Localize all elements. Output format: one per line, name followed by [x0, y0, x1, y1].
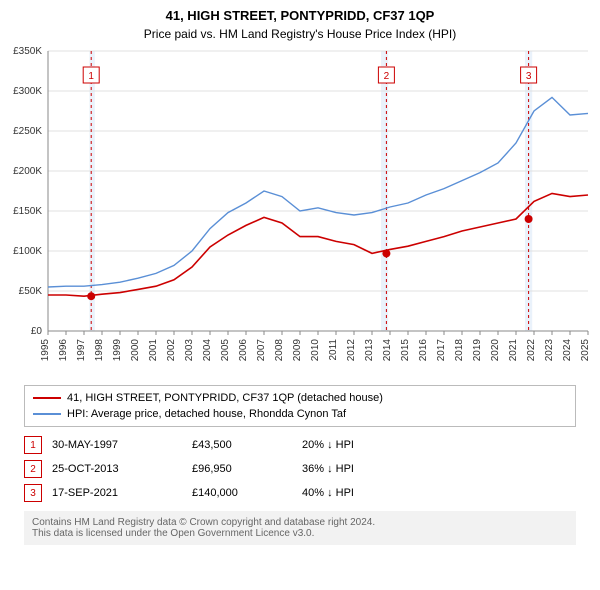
x-tick-label: 1996 [58, 339, 69, 362]
x-tick-label: 2000 [130, 339, 141, 362]
x-tick-label: 2025 [580, 339, 591, 362]
event-row: 2 25-OCT-2013£96,95036% ↓ HPI [24, 457, 576, 481]
event-badge-num: 1 [88, 71, 94, 82]
y-tick-label: £50K [19, 286, 43, 297]
footer-line: This data is licensed under the Open Gov… [32, 528, 568, 539]
x-tick-label: 2021 [508, 339, 519, 362]
x-tick-label: 2010 [310, 339, 321, 362]
page-title: 41, HIGH STREET, PONTYPRIDD, CF37 1QP [0, 0, 600, 23]
attribution-footer: Contains HM Land Registry data © Crown c… [24, 511, 576, 545]
event-badge: 3 [24, 484, 42, 502]
chart-container: 41, HIGH STREET, PONTYPRIDD, CF37 1QP Pr… [0, 0, 600, 590]
event-price: £43,500 [192, 439, 302, 451]
x-tick-label: 2007 [256, 339, 267, 362]
x-tick-label: 2024 [562, 339, 573, 362]
event-date: 30-MAY-1997 [52, 439, 192, 451]
legend-label: HPI: Average price, detached house, Rhon… [67, 408, 346, 420]
event-badge-num: 2 [384, 71, 390, 82]
x-tick-label: 2018 [454, 339, 465, 362]
legend-swatch [33, 397, 61, 399]
x-tick-label: 2016 [418, 339, 429, 362]
x-tick-label: 2006 [238, 339, 249, 362]
event-shade [89, 51, 94, 331]
event-row: 3 17-SEP-2021£140,00040% ↓ HPI [24, 481, 576, 505]
y-tick-label: £350K [13, 46, 42, 57]
y-tick-label: £200K [13, 166, 42, 177]
legend-label: 41, HIGH STREET, PONTYPRIDD, CF37 1QP (d… [67, 392, 383, 404]
x-tick-label: 2004 [202, 339, 213, 362]
x-tick-label: 2015 [400, 339, 411, 362]
x-tick-label: 2002 [166, 339, 177, 362]
event-price: £140,000 [192, 487, 302, 499]
line-chart: £0 £50K £100K £150K £200K £250K £300K £350K 1995… [0, 41, 600, 381]
y-tick-label: £250K [13, 126, 42, 137]
x-tick-label: 2014 [382, 339, 393, 362]
legend-swatch [33, 413, 61, 415]
footer-line: Contains HM Land Registry data © Crown c… [32, 517, 568, 528]
x-tick-label: 1997 [76, 339, 87, 362]
x-tick-label: 2020 [490, 339, 501, 362]
legend-row: HPI: Average price, detached house, Rhon… [33, 406, 567, 422]
x-tick-label: 2003 [184, 339, 195, 362]
event-date: 17-SEP-2021 [52, 487, 192, 499]
x-tick-label: 2009 [292, 339, 303, 362]
event-badge-num: 3 [526, 71, 532, 82]
legend-row: 41, HIGH STREET, PONTYPRIDD, CF37 1QP (d… [33, 390, 567, 406]
event-delta: 40% ↓ HPI [302, 487, 576, 499]
x-tick-label: 2017 [436, 339, 447, 362]
y-tick-label: £100K [13, 246, 42, 257]
event-shade [381, 51, 388, 331]
event-dot [525, 215, 533, 223]
page-subtitle: Price paid vs. HM Land Registry's House … [0, 23, 600, 41]
x-tick-label: 2001 [148, 339, 159, 362]
x-tick-label: 1995 [40, 339, 51, 362]
event-badge: 2 [24, 460, 42, 478]
event-delta: 20% ↓ HPI [302, 439, 576, 451]
x-tick-label: 2005 [220, 339, 231, 362]
x-tick-label: 1999 [112, 339, 123, 362]
event-badge: 1 [24, 436, 42, 454]
x-tick-label: 2023 [544, 339, 555, 362]
x-tick-label: 2013 [364, 339, 375, 362]
event-price: £96,950 [192, 463, 302, 475]
x-tick-label: 2008 [274, 339, 285, 362]
events-table: 1 30-MAY-1997£43,50020% ↓ HPI 2 25-OCT-2013… [24, 433, 576, 505]
y-tick-label: £300K [13, 86, 42, 97]
x-tick-label: 2012 [346, 339, 357, 362]
y-tick-label: £150K [13, 206, 42, 217]
event-row: 1 30-MAY-1997£43,50020% ↓ HPI [24, 433, 576, 457]
x-tick-label: 1998 [94, 339, 105, 362]
y-tick-label: £0 [31, 326, 43, 337]
x-tick-label: 2011 [328, 339, 339, 361]
x-tick-label: 2019 [472, 339, 483, 362]
event-date: 25-OCT-2013 [52, 463, 192, 475]
legend: 41, HIGH STREET, PONTYPRIDD, CF37 1QP (d… [24, 385, 576, 427]
x-tick-label: 2022 [526, 339, 537, 362]
event-delta: 36% ↓ HPI [302, 463, 576, 475]
